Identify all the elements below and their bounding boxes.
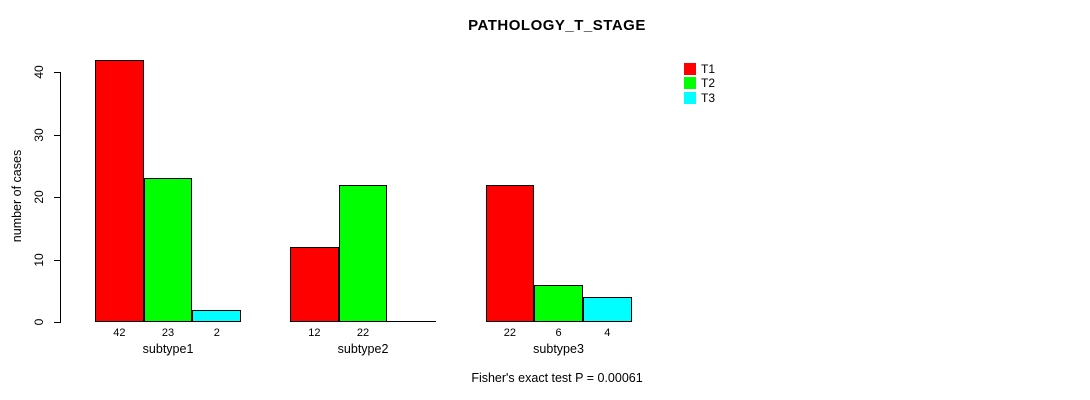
bar-value-label: 23: [161, 327, 175, 339]
chart-title: PATHOLOGY_T_STAGE: [468, 17, 646, 34]
bar-t1-subtype3: [485, 184, 535, 322]
y-axis-tick: [54, 72, 61, 73]
y-axis-tick-label: 20: [32, 190, 46, 204]
bar-t2-subtype3: [534, 284, 583, 322]
bar-value-label: 12: [308, 327, 321, 339]
y-axis-tick-label: 10: [32, 252, 46, 267]
y-axis-tick-label: 30: [32, 127, 46, 142]
stat-annotation: Fisher's exact test P = 0.00061: [471, 371, 643, 385]
y-axis-tick: [54, 259, 61, 261]
bar-value-label: 22: [503, 327, 516, 339]
bar-t3-subtype2-zero: [387, 321, 437, 322]
y-axis-tick: [54, 197, 61, 198]
bar-value-label: 4: [604, 327, 611, 339]
y-axis-tick: [54, 322, 61, 323]
legend-label-t3: T3: [701, 90, 716, 105]
y-axis-tick: [54, 134, 61, 136]
legend-swatch-t2: [684, 77, 696, 90]
x-category-label: subtype3: [533, 342, 584, 356]
legend-swatch-t3: [684, 91, 696, 104]
bar-value-label: 6: [555, 327, 562, 339]
x-category-label: subtype1: [142, 342, 194, 356]
y-axis-tick-label: 40: [32, 65, 46, 79]
bar-value-label: 2: [213, 327, 220, 339]
bar-t3-subtype3: [582, 297, 632, 322]
legend-label-t2: T2: [701, 76, 716, 91]
bar-value-label: 22: [356, 327, 370, 339]
bar-t2-subtype1: [143, 178, 193, 322]
y-axis-tick-label: 0: [32, 318, 46, 326]
legend-swatch-t1: [684, 63, 696, 75]
legend-label-t1: T1: [701, 62, 716, 76]
bar-t1-subtype1: [95, 59, 144, 322]
bar-t3-subtype1: [192, 309, 242, 322]
bar-t1-subtype2: [290, 247, 339, 322]
x-category-label: subtype2: [337, 342, 389, 356]
bar-value-label: 42: [113, 327, 126, 339]
bar-t2-subtype2: [338, 184, 388, 322]
